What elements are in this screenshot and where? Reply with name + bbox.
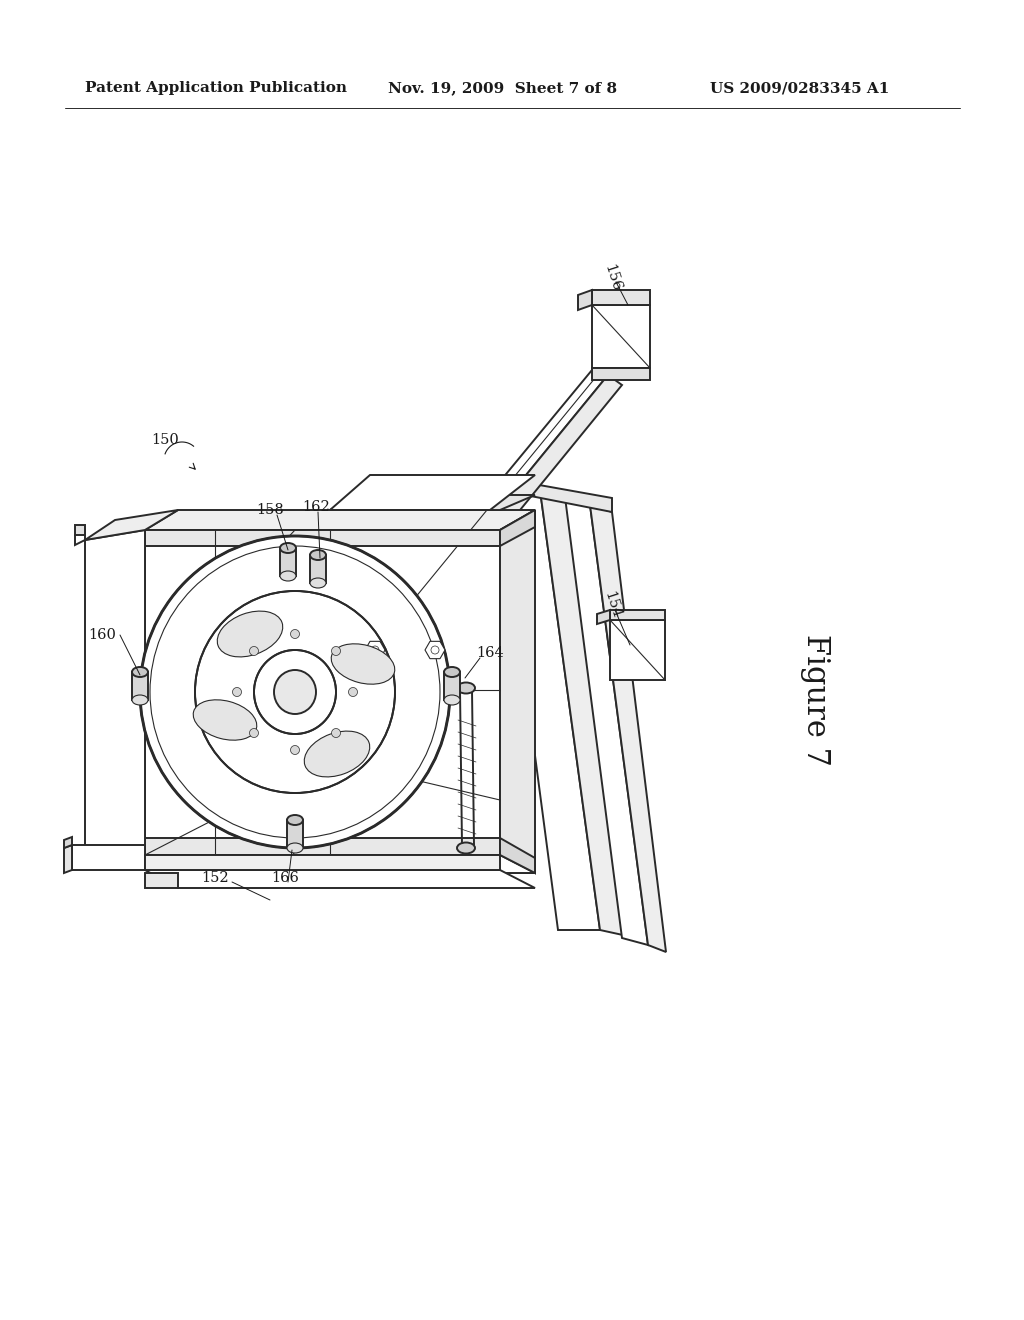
Polygon shape [402,370,608,607]
Text: 152: 152 [201,871,228,884]
Polygon shape [500,510,535,546]
Ellipse shape [232,688,242,697]
Polygon shape [597,610,610,624]
Text: 160: 160 [88,628,116,642]
Text: US 2009/0283345 A1: US 2009/0283345 A1 [710,81,890,95]
Ellipse shape [274,671,316,714]
Ellipse shape [291,746,299,755]
Polygon shape [330,495,535,510]
Text: 154: 154 [601,590,623,620]
Ellipse shape [348,688,357,697]
Polygon shape [145,838,500,855]
Text: 158: 158 [256,503,284,517]
Ellipse shape [287,814,303,825]
Polygon shape [365,642,385,659]
Ellipse shape [332,729,341,738]
Polygon shape [592,368,650,380]
Polygon shape [500,490,600,931]
Polygon shape [500,478,612,512]
Polygon shape [72,845,145,870]
Ellipse shape [287,843,303,853]
Polygon shape [280,548,296,576]
Polygon shape [85,531,145,855]
Polygon shape [75,525,85,535]
Polygon shape [444,672,460,700]
Polygon shape [310,554,326,583]
Ellipse shape [132,667,148,677]
Polygon shape [590,506,666,952]
Polygon shape [85,510,178,540]
Polygon shape [330,475,535,510]
Polygon shape [145,855,535,873]
Ellipse shape [140,536,450,847]
Text: Nov. 19, 2009  Sheet 7 of 8: Nov. 19, 2009 Sheet 7 of 8 [388,81,617,95]
Ellipse shape [457,682,475,693]
Text: 156: 156 [601,263,623,293]
Ellipse shape [332,647,341,656]
Ellipse shape [444,667,460,677]
Text: 150: 150 [152,433,179,447]
Polygon shape [145,870,535,888]
Polygon shape [145,531,500,855]
Polygon shape [132,672,148,700]
Polygon shape [287,820,303,847]
Text: 166: 166 [271,871,299,884]
Polygon shape [145,855,500,870]
Ellipse shape [280,543,296,553]
Ellipse shape [254,649,336,734]
Polygon shape [592,305,650,368]
Polygon shape [145,855,535,873]
Polygon shape [145,510,535,531]
Polygon shape [592,290,650,305]
Polygon shape [145,873,178,888]
Ellipse shape [217,611,283,657]
Ellipse shape [457,842,475,854]
Ellipse shape [291,630,299,639]
Text: 164: 164 [476,645,504,660]
Polygon shape [425,642,445,659]
Polygon shape [418,375,622,618]
Text: 162: 162 [302,500,330,513]
Text: Patent Application Publication: Patent Application Publication [85,81,347,95]
Polygon shape [610,610,665,620]
Text: Figure 7: Figure 7 [800,634,830,766]
Ellipse shape [304,731,370,777]
Polygon shape [63,837,72,847]
Polygon shape [500,838,535,873]
Ellipse shape [194,700,257,741]
Polygon shape [565,498,648,945]
Ellipse shape [444,696,460,705]
Ellipse shape [310,578,326,587]
Polygon shape [500,510,535,873]
Polygon shape [63,845,72,873]
Polygon shape [75,531,85,545]
Polygon shape [578,290,592,310]
Polygon shape [145,531,500,546]
Ellipse shape [310,550,326,560]
Ellipse shape [250,647,258,656]
Polygon shape [610,620,665,680]
Polygon shape [540,490,632,937]
Ellipse shape [280,572,296,581]
Ellipse shape [132,696,148,705]
Ellipse shape [331,644,395,684]
Ellipse shape [195,591,395,793]
Ellipse shape [250,729,258,738]
